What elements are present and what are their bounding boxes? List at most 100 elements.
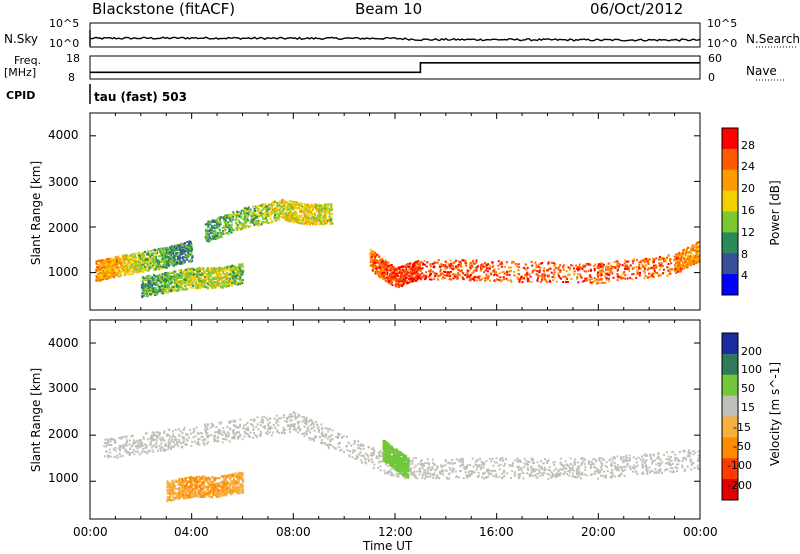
power-cell-s3 [425, 276, 428, 278]
power-cell-s2 [222, 279, 225, 282]
power-cell-s3 [443, 274, 446, 277]
power-cell-s3 [559, 270, 562, 273]
power-cell-s2 [192, 268, 195, 271]
power-cell-s3 [394, 270, 396, 273]
power-cell-s1 [291, 203, 294, 206]
power-cell-s3 [449, 270, 452, 273]
power-cell-s1 [211, 225, 214, 228]
power-cell-s0 [107, 270, 109, 273]
power-cell-s1 [324, 214, 327, 217]
power-cell-s3 [524, 263, 527, 266]
power-cell-s0 [97, 267, 100, 269]
power-cell-s3 [582, 266, 585, 269]
power-cell-s3 [397, 278, 400, 281]
vel-cell-s0 [106, 443, 109, 446]
power-cell-s3 [629, 277, 632, 279]
power-cell-s0 [186, 249, 188, 251]
power-cell-s3 [655, 265, 658, 268]
power-cell-s1 [314, 216, 317, 219]
power-cell-s1 [210, 227, 213, 230]
power-cell-s3 [688, 254, 690, 257]
vel-cell-s0 [252, 428, 255, 431]
power-cell-s0 [180, 262, 183, 264]
power-cell-s2 [179, 289, 182, 291]
power-cell-s2 [225, 283, 227, 285]
power-cell-s3 [674, 269, 676, 272]
power-cell-s3 [400, 274, 403, 277]
power-cell-s1 [251, 217, 254, 220]
power-cell-s0 [186, 241, 189, 244]
power-cell-s1 [252, 219, 255, 222]
power-cell-s0 [151, 264, 154, 267]
power-cell-s0 [157, 262, 160, 265]
power-cell-s3 [590, 269, 592, 272]
power-cell-s1 [257, 207, 260, 210]
power-cell-s3 [428, 278, 431, 281]
power-cell-s0 [107, 258, 109, 261]
vel-cell-s0 [167, 446, 170, 448]
power-cell-s3 [492, 264, 495, 267]
vel-cell-s0 [139, 439, 142, 441]
power-cell-s2 [173, 286, 176, 289]
power-cell-s0 [102, 266, 105, 269]
power-cell-s2 [220, 277, 223, 280]
power-cell-s1 [306, 212, 309, 215]
power-cell-s2 [193, 277, 196, 280]
power-cell-s2 [197, 273, 200, 276]
power-cell-s3 [611, 272, 614, 275]
vel-cell-s0 [154, 445, 157, 448]
power-cell-s1 [322, 212, 325, 215]
power-cell-s3 [427, 275, 430, 278]
power-cell-s3 [552, 273, 555, 276]
power-cell-s3 [558, 266, 561, 269]
vel-cell-s0 [136, 444, 138, 447]
power-cell-s3 [376, 270, 379, 272]
power-cell-s1 [220, 235, 223, 238]
vel-cell-s0 [118, 444, 121, 447]
power-cell-s3 [526, 266, 529, 269]
power-cell-s3 [401, 276, 404, 279]
power-cell-s0 [191, 256, 194, 259]
power-cell-s1 [303, 215, 306, 218]
power-cell-s0 [177, 259, 180, 262]
power-cell-s2 [164, 283, 167, 286]
power-cell-s1 [232, 215, 235, 218]
power-cell-s3 [480, 263, 483, 266]
power-cell-s3 [493, 268, 496, 271]
power-cell-s0 [179, 249, 182, 252]
nave-tick-bottom: 0 [708, 71, 715, 84]
power-cell-s3 [408, 271, 411, 274]
power-cell-s2 [169, 282, 172, 285]
power-cell-s0 [176, 244, 179, 247]
vel-cell-s0 [103, 445, 106, 448]
power-cell-s3 [450, 262, 452, 265]
power-cell-s0 [134, 252, 137, 255]
power-cell-s1 [212, 236, 215, 238]
power-cell-s0 [100, 262, 102, 265]
power-cell-s3 [518, 280, 521, 283]
power-cell-s3 [686, 266, 688, 269]
power-cell-s3 [475, 259, 478, 262]
power-cell-s0 [106, 271, 109, 274]
power-cell-s1 [265, 205, 268, 208]
power-cell-s0 [98, 276, 101, 279]
power-cell-s0 [174, 258, 177, 261]
power-cell-s3 [537, 270, 540, 273]
vel-cell-s0 [144, 443, 147, 446]
power-cell-s2 [236, 274, 239, 277]
power-cell-s3 [518, 266, 521, 269]
vel-cell-s0 [110, 443, 113, 446]
power-cell-s3 [669, 271, 672, 274]
power-cell-s0 [148, 259, 151, 262]
power-cell-s3 [387, 261, 390, 264]
power-cell-s2 [229, 279, 231, 282]
power-cell-s2 [224, 285, 226, 288]
power-cell-s1 [324, 205, 327, 208]
power-cell-s2 [172, 286, 175, 289]
power-cell-s3 [600, 271, 603, 274]
power-cell-s3 [554, 263, 557, 265]
power-cell-s3 [660, 266, 662, 269]
power-cell-s0 [138, 253, 141, 256]
power-cell-s3 [440, 263, 443, 266]
vel-cell-s0 [150, 436, 153, 439]
